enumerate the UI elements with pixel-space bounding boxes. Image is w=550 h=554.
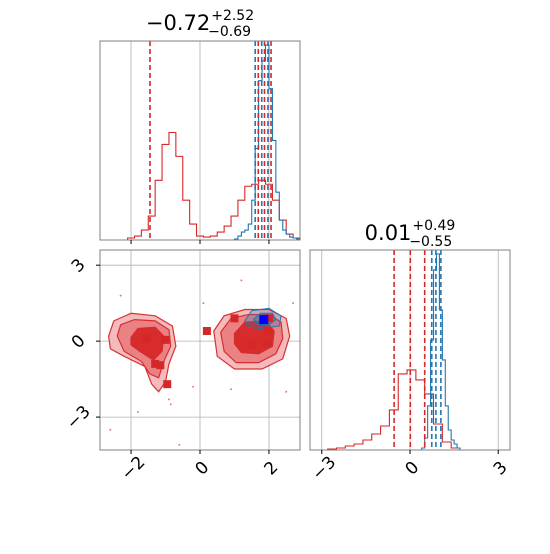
scatter-series-a-marker — [142, 334, 151, 343]
scatter-series-a-marker — [156, 361, 165, 370]
scatter-series-a-marker — [264, 314, 273, 323]
title-x-lower-error: −0.69 — [208, 24, 251, 40]
title-y-main: 0.01 — [365, 221, 412, 245]
scatter-stray-point — [230, 388, 233, 391]
scatter-series-a-marker — [247, 340, 256, 349]
scatter-series-a-marker — [163, 380, 172, 389]
scatter-stray-point — [178, 443, 181, 446]
scatter-stray-point — [285, 390, 288, 393]
scatter-series-a-marker — [202, 327, 211, 336]
scatter-series-b-marker — [259, 315, 269, 325]
scatter-series-a-marker — [263, 327, 272, 336]
hist-x-series-a-step — [100, 131, 301, 241]
title-x-upper-error: +2.52 — [211, 8, 254, 24]
scatter-stray-point — [136, 411, 139, 414]
scatter-series-a-contour — [130, 326, 165, 361]
title-x-main: −0.72 — [146, 11, 210, 35]
title-y-lower-error: −0.55 — [409, 234, 452, 250]
scatter-series-a-marker — [230, 314, 239, 323]
scatter-stray-point — [119, 294, 122, 297]
scatter-stray-point — [192, 385, 195, 388]
scatter-stray-point — [109, 428, 112, 431]
scatter-stray-point — [167, 398, 170, 401]
scatter-series-a-marker — [161, 335, 170, 344]
scatter-panel-xy: −2 0 2−303 — [63, 249, 301, 484]
scatter-stray-point — [169, 403, 172, 406]
title-y-upper-error: +0.49 — [412, 218, 455, 234]
scatter-stray-point — [202, 302, 205, 305]
histogram-panel-y: −3 0 3 — [308, 249, 512, 484]
scatter-stray-point — [240, 279, 243, 282]
scatter-stray-point — [292, 302, 295, 305]
panel-title-y: 0.01+0.49 −0.55 — [365, 218, 456, 250]
scatter-series-a-marker — [151, 359, 160, 368]
scatter-series-a-marker — [263, 339, 272, 348]
panel-title-x: −0.72+2.52 −0.69 — [146, 8, 254, 40]
histogram-panel-x — [99, 40, 301, 244]
